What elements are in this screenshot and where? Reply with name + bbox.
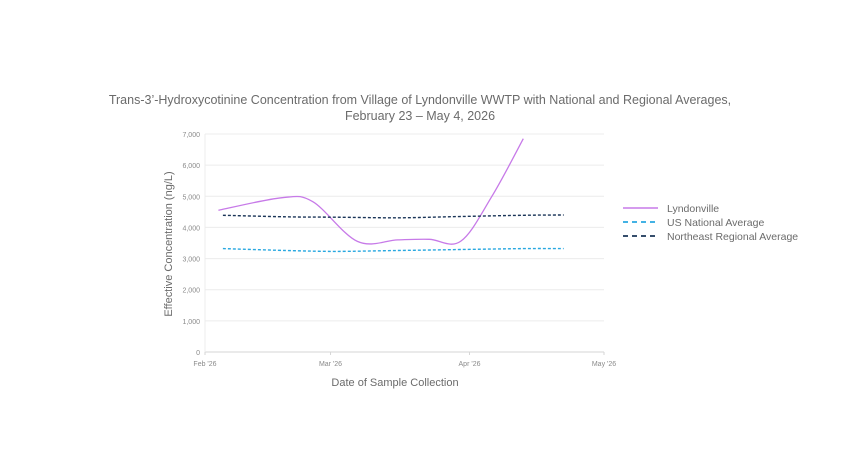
y-tick-labels: 0 1,000 2,000 3,000 4,000 5,000 6,000 7,000 bbox=[182, 132, 200, 357]
y-axis-label: Effective Concentration (ng/L) bbox=[163, 171, 175, 316]
x-tick-label: Mar '26 bbox=[319, 361, 342, 368]
x-tick-label: Feb '26 bbox=[193, 361, 216, 368]
legend-label-northeast-regional-average: Northeast Regional Average bbox=[667, 231, 798, 243]
x-axis-label: Date of Sample Collection bbox=[331, 377, 458, 389]
legend-label-us-national-average: US National Average bbox=[667, 217, 764, 229]
series-line-lyndonville bbox=[218, 138, 524, 245]
series-lines bbox=[218, 138, 564, 253]
y-tick-label: 1,000 bbox=[182, 319, 200, 326]
legend: Lyndonville US National Average Northeast … bbox=[623, 203, 798, 243]
y-tick-label: 0 bbox=[196, 350, 200, 357]
x-tick-label: May '26 bbox=[592, 361, 616, 368]
gridlines bbox=[204, 133, 604, 353]
chart-title-block: Trans-3’-Hydroxycotinine Concentration f… bbox=[60, 92, 780, 124]
y-tick-label: 2,000 bbox=[182, 288, 200, 295]
chart-subtitle: February 23 – May 4, 2026 bbox=[344, 109, 496, 123]
x-tick-label: Apr '26 bbox=[459, 361, 481, 368]
x-tick-labels: Feb '26 Mar '26 Apr '26 May '26 bbox=[193, 352, 616, 368]
chart-title: Trans-3’-Hydroxycotinine Concentration f… bbox=[108, 93, 732, 107]
y-tick-label: 4,000 bbox=[182, 225, 200, 232]
y-tick-label: 5,000 bbox=[182, 194, 200, 201]
series-line-us-national-average bbox=[222, 247, 564, 253]
legend-label-lyndonville: Lyndonville bbox=[667, 203, 719, 215]
y-tick-label: 7,000 bbox=[182, 132, 200, 139]
y-tick-label: 3,000 bbox=[182, 257, 200, 264]
y-tick-label: 6,000 bbox=[182, 163, 200, 170]
series-line-northeast-regional-average bbox=[222, 214, 564, 219]
